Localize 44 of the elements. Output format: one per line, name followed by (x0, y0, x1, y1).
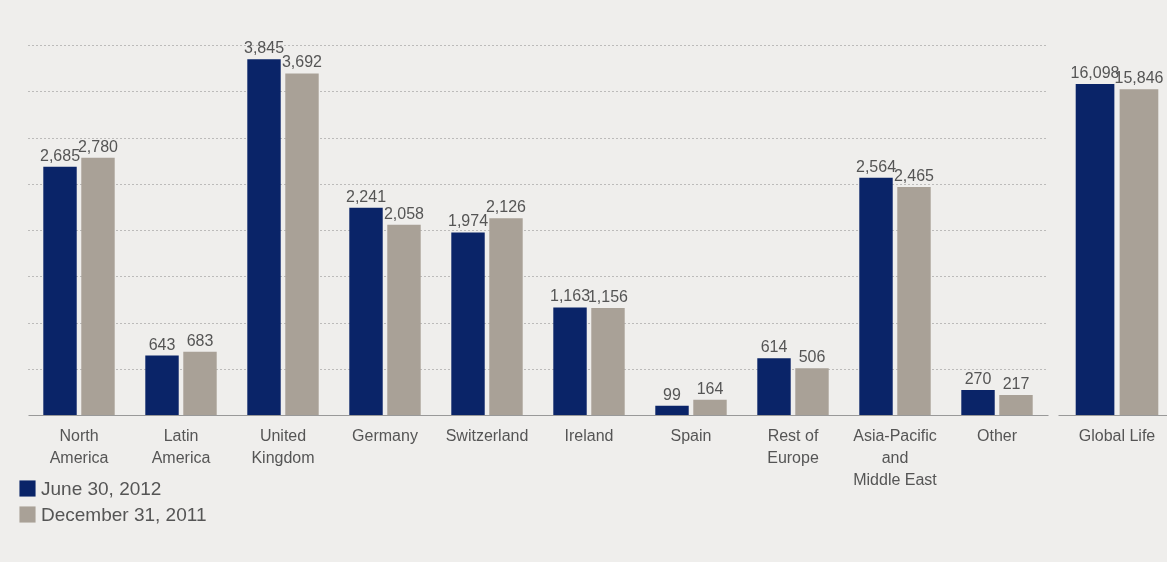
bar (999, 394, 1033, 415)
legend-label: December 31, 2011 (41, 503, 207, 525)
data-label: 643 (148, 335, 176, 353)
data-label: 683 (186, 331, 214, 349)
x-tick-label: North America (49, 426, 109, 466)
bar (795, 368, 829, 415)
bar (43, 166, 77, 415)
data-label: 614 (760, 338, 788, 356)
legend-label: June 30, 2012 (41, 477, 162, 499)
x-tick-label: United Kingdom (251, 426, 315, 466)
bar (451, 232, 485, 415)
bar (655, 405, 689, 415)
x-tick-label: Spain (670, 426, 712, 444)
data-label: 217 (1002, 374, 1030, 392)
bar (553, 307, 587, 415)
data-label: 506 (798, 348, 826, 366)
bar (961, 390, 995, 415)
bar (349, 207, 383, 415)
bar (183, 351, 217, 415)
data-label: 1,163 (549, 287, 591, 305)
bar (81, 157, 115, 415)
x-tick-label: Rest of Europe (767, 426, 819, 466)
x-tick-label: Global Life (1078, 426, 1156, 444)
x-tick-label: Asia-Pacific and Middle East (853, 426, 938, 488)
data-label: 2,058 (383, 204, 425, 222)
data-label: 270 (964, 370, 992, 388)
bar (489, 218, 523, 415)
bar (387, 224, 421, 415)
bar (591, 308, 625, 415)
bar (693, 399, 727, 415)
bar (247, 59, 281, 415)
data-label: 164 (696, 379, 724, 397)
bar (757, 358, 791, 415)
bar (859, 177, 893, 415)
x-tick-label: Germany (352, 426, 418, 444)
x-tick-label: Ireland (564, 426, 614, 444)
bar (285, 73, 319, 415)
bar (897, 186, 931, 415)
bar (145, 355, 179, 415)
x-tick-label: Latin America (151, 426, 211, 466)
x-tick-label: Other (976, 426, 1018, 444)
data-label: 99 (663, 385, 682, 403)
x-tick-label: Switzerland (445, 426, 529, 444)
data-label: 2,241 (345, 187, 387, 205)
